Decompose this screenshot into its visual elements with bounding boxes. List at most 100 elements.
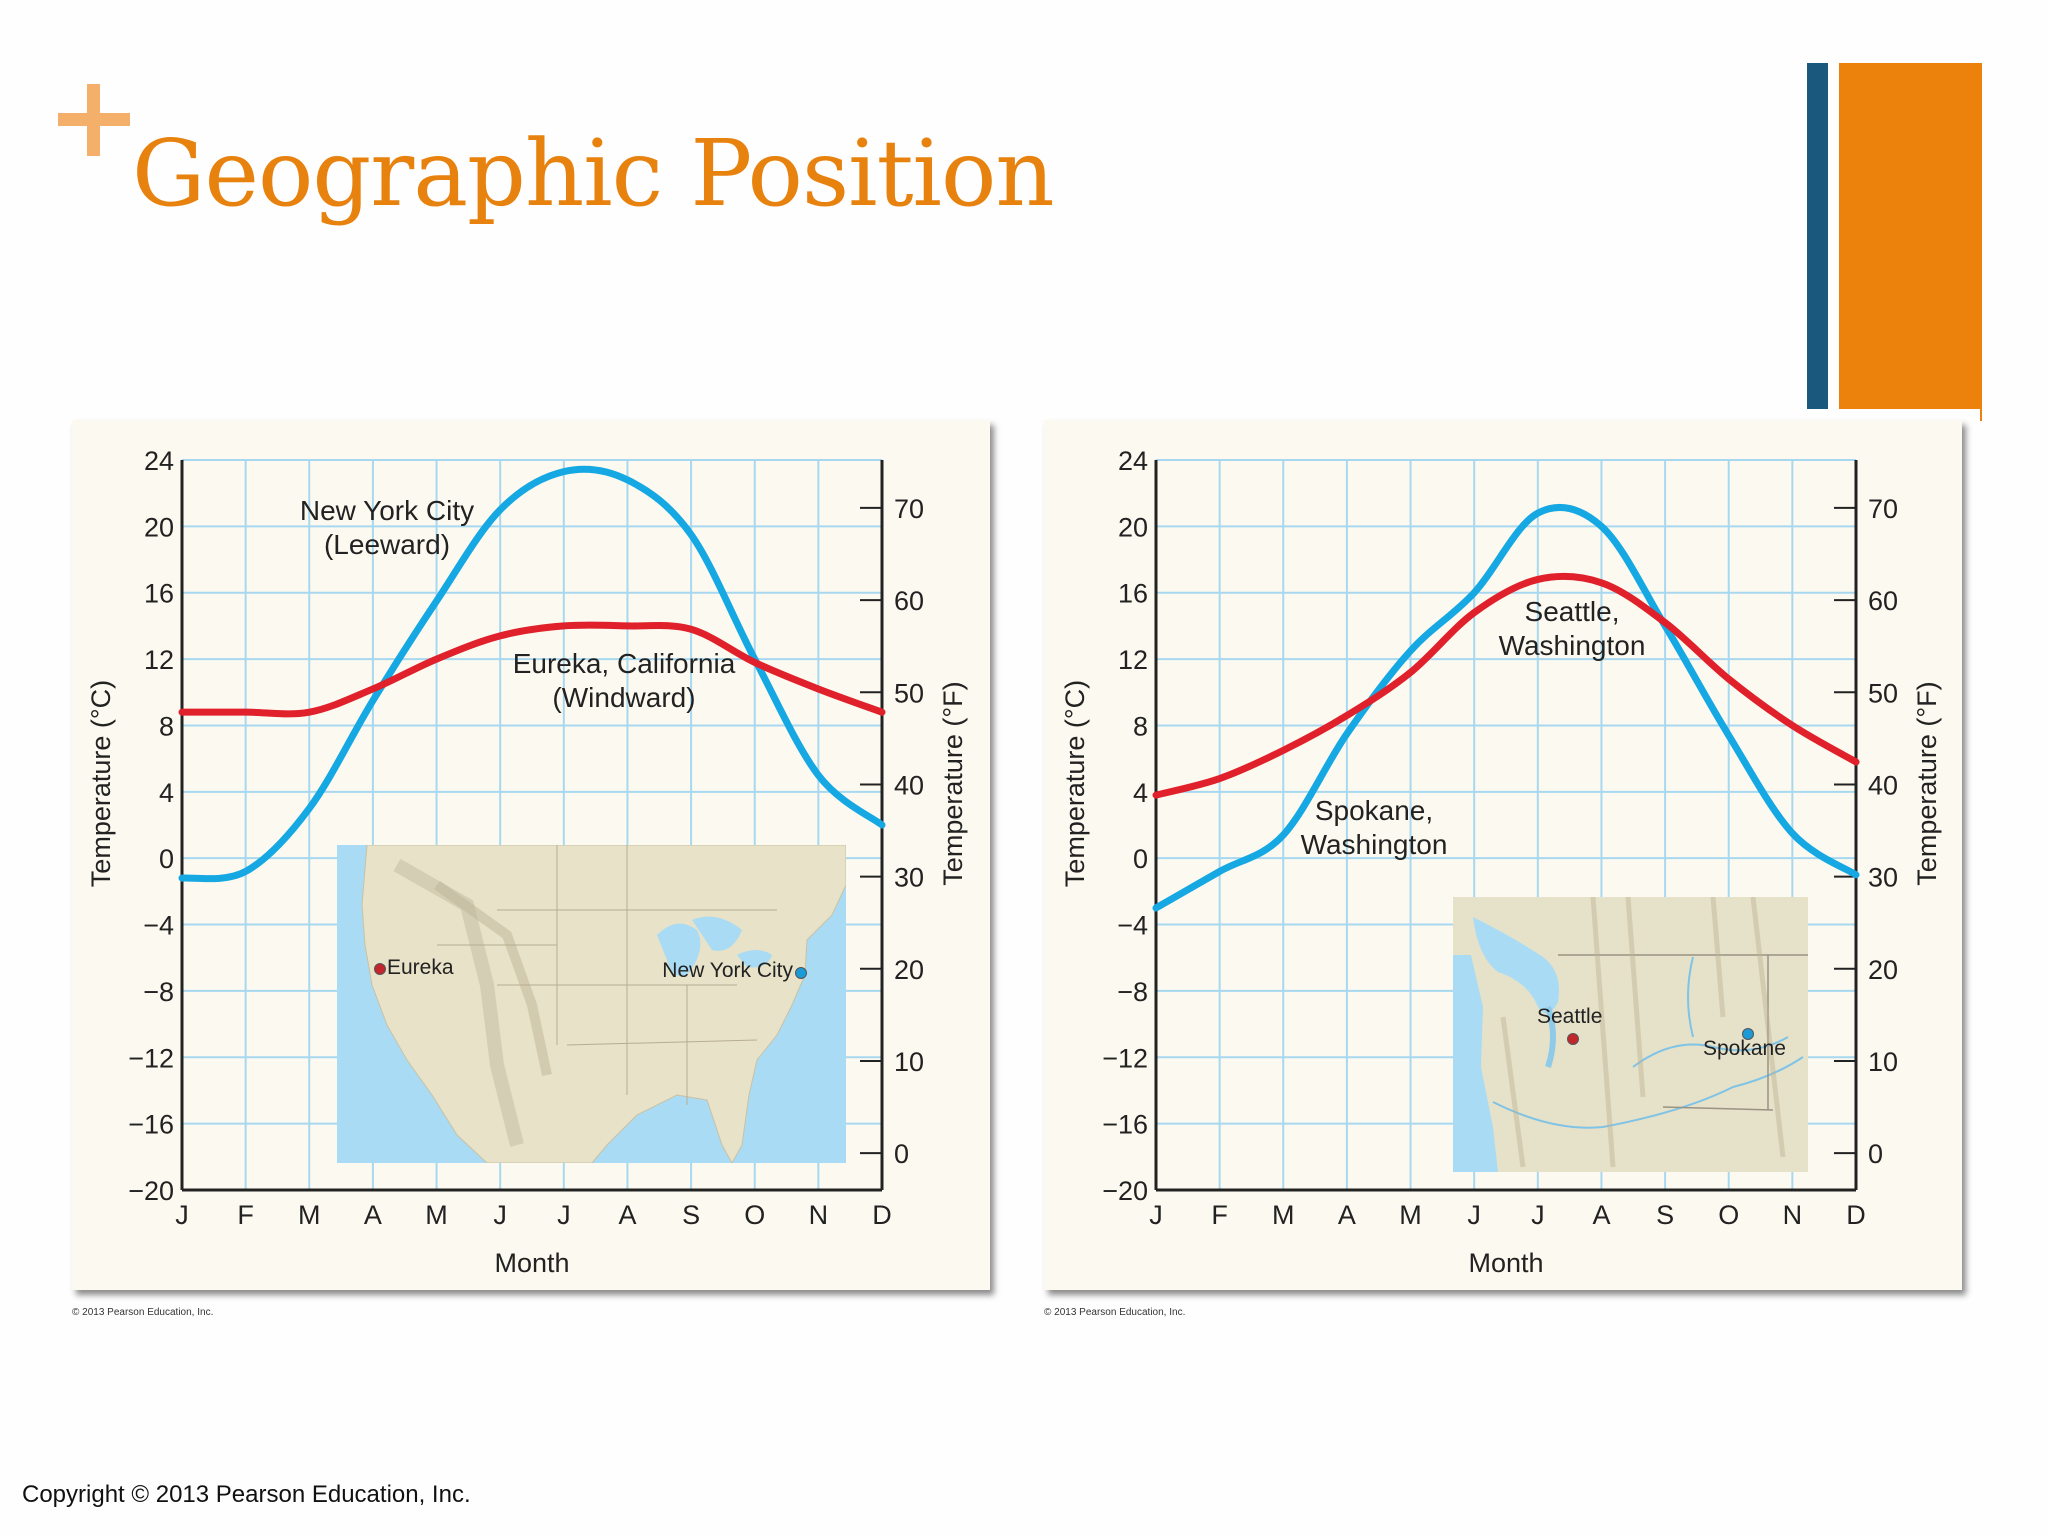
x-tick-label: O — [1718, 1200, 1739, 1230]
y-tick-label: 24 — [1118, 446, 1148, 476]
map-label-seattle: Seattle — [1537, 1005, 1603, 1028]
x-tick-label: A — [618, 1200, 636, 1230]
x-tick-label: D — [1846, 1200, 1866, 1230]
y-tick-label: 8 — [159, 711, 174, 741]
decorative-orange-tick — [1980, 409, 1982, 421]
x-tick-label: F — [237, 1200, 254, 1230]
x-tick-label: S — [682, 1200, 700, 1230]
y-right-tick-label: 70 — [1868, 494, 1898, 524]
y-tick-label: −16 — [1102, 1110, 1148, 1140]
x-tick-label: M — [1272, 1200, 1295, 1230]
series-annotation: Eureka, California (Windward) — [513, 648, 736, 713]
y-right-tick-label: 20 — [894, 955, 924, 985]
nyc-marker — [795, 967, 807, 979]
y-tick-label: 12 — [144, 645, 174, 675]
y-axis-title-left: Temperature (°C) — [86, 680, 116, 887]
y-right-tick-label: 40 — [894, 770, 924, 800]
series-line-0 — [1152, 503, 1860, 912]
y-tick-label: 20 — [144, 512, 174, 542]
y-right-tick-label: 50 — [894, 678, 924, 708]
y-tick-label: 24 — [144, 446, 174, 476]
y-right-tick-label: 60 — [1868, 586, 1898, 616]
x-tick-label: N — [809, 1200, 829, 1230]
x-tick-label: F — [1211, 1200, 1228, 1230]
inset-map-usa: Eureka New York City — [337, 845, 846, 1163]
y-right-tick-label: 10 — [894, 1047, 924, 1077]
y-tick-label: −20 — [128, 1176, 174, 1206]
figure-credit-left: © 2013 Pearson Education, Inc. — [72, 1307, 214, 1318]
y-right-tick-label: 40 — [1868, 770, 1898, 800]
x-tick-label: S — [1656, 1200, 1674, 1230]
x-tick-label: M — [298, 1200, 321, 1230]
y-tick-label: 0 — [1133, 844, 1148, 874]
eureka-marker — [374, 963, 386, 975]
y-tick-label: 20 — [1118, 512, 1148, 542]
series-annotation: Spokane, Washington — [1301, 795, 1448, 860]
y-right-tick-label: 30 — [1868, 863, 1898, 893]
series-annotation: New York City (Leeward) — [300, 495, 474, 560]
y-right-tick-label: 50 — [1868, 678, 1898, 708]
map-label-new-york-city: New York City — [662, 959, 793, 982]
y-right-tick-label: 0 — [894, 1139, 909, 1169]
plus-icon — [58, 84, 130, 156]
figure-credit-right: © 2013 Pearson Education, Inc. — [1044, 1307, 1186, 1318]
x-tick-label: J — [1467, 1200, 1481, 1230]
chart-panel-seattle-spokane: 24 20 16 12 8 4 0 −4 −8 −12 −16 −20 70 60 50 40 30 20 10 0 J… — [1044, 420, 1962, 1290]
x-tick-label: J — [1531, 1200, 1545, 1230]
y-tick-label: −12 — [1102, 1043, 1148, 1073]
y-tick-label: 16 — [1118, 579, 1148, 609]
inset-map-washington: Seattle Spokane — [1453, 897, 1808, 1172]
spokane-marker — [1742, 1028, 1754, 1040]
y-tick-label: −4 — [143, 911, 174, 941]
decorative-blue-bar — [1807, 63, 1828, 409]
usa-map-graphic — [361, 845, 846, 1163]
y-right-tick-label: 70 — [894, 494, 924, 524]
y-tick-label: 4 — [1133, 778, 1148, 808]
y-tick-label: 12 — [1118, 645, 1148, 675]
y-tick-label: −4 — [1117, 911, 1148, 941]
copyright-footer: Copyright © 2013 Pearson Education, Inc. — [22, 1481, 471, 1508]
x-tick-label: A — [1338, 1200, 1356, 1230]
y-tick-label: 8 — [1133, 711, 1148, 741]
series-line-1 — [178, 621, 886, 718]
y-right-tick-label: 0 — [1868, 1139, 1883, 1169]
x-tick-label: J — [493, 1200, 507, 1230]
y-tick-label: 16 — [144, 579, 174, 609]
y-axis-title-right: Temperature (°F) — [938, 681, 968, 885]
map-label-spokane: Spokane — [1703, 1037, 1786, 1060]
x-axis-title: Month — [494, 1248, 569, 1278]
y-tick-label: −8 — [1117, 977, 1148, 1007]
series-line-0 — [178, 465, 886, 883]
y-axis-title-right: Temperature (°F) — [1912, 681, 1942, 885]
y-right-tick-label: 20 — [1868, 955, 1898, 985]
x-tick-label: A — [1592, 1200, 1610, 1230]
x-tick-label: J — [175, 1200, 189, 1230]
x-tick-label: M — [1399, 1200, 1422, 1230]
y-tick-label: −8 — [143, 977, 174, 1007]
y-tick-label: 4 — [159, 778, 174, 808]
map-label-eureka: Eureka — [387, 956, 454, 979]
y-tick-label: 0 — [159, 844, 174, 874]
y-right-tick-label: 60 — [894, 586, 924, 616]
y-tick-label: −20 — [1102, 1176, 1148, 1206]
chart-panel-nyc-eureka: 24 20 16 12 8 4 0 −4 −8 −12 −16 −20 70 60 50 40 30 20 10 0 J… — [72, 420, 990, 1290]
decorative-orange-bar — [1839, 63, 1982, 409]
x-tick-label: D — [872, 1200, 892, 1230]
series-line-1 — [1152, 572, 1860, 799]
washington-map-graphic — [1453, 897, 1808, 1172]
x-tick-label: J — [1149, 1200, 1163, 1230]
series-annotation: Seattle, Washington — [1499, 596, 1646, 661]
seattle-marker — [1567, 1033, 1579, 1045]
x-tick-label: A — [364, 1200, 382, 1230]
x-tick-label: M — [425, 1200, 448, 1230]
x-tick-label: N — [1783, 1200, 1803, 1230]
y-right-tick-label: 30 — [894, 863, 924, 893]
slide-title: Geographic Position — [132, 120, 1055, 227]
y-tick-label: −12 — [128, 1043, 174, 1073]
x-tick-label: J — [557, 1200, 571, 1230]
y-right-tick-label: 10 — [1868, 1047, 1898, 1077]
x-tick-label: O — [744, 1200, 765, 1230]
x-axis-title: Month — [1468, 1248, 1543, 1278]
y-tick-label: −16 — [128, 1110, 174, 1140]
y-axis-title-left: Temperature (°C) — [1060, 680, 1090, 887]
